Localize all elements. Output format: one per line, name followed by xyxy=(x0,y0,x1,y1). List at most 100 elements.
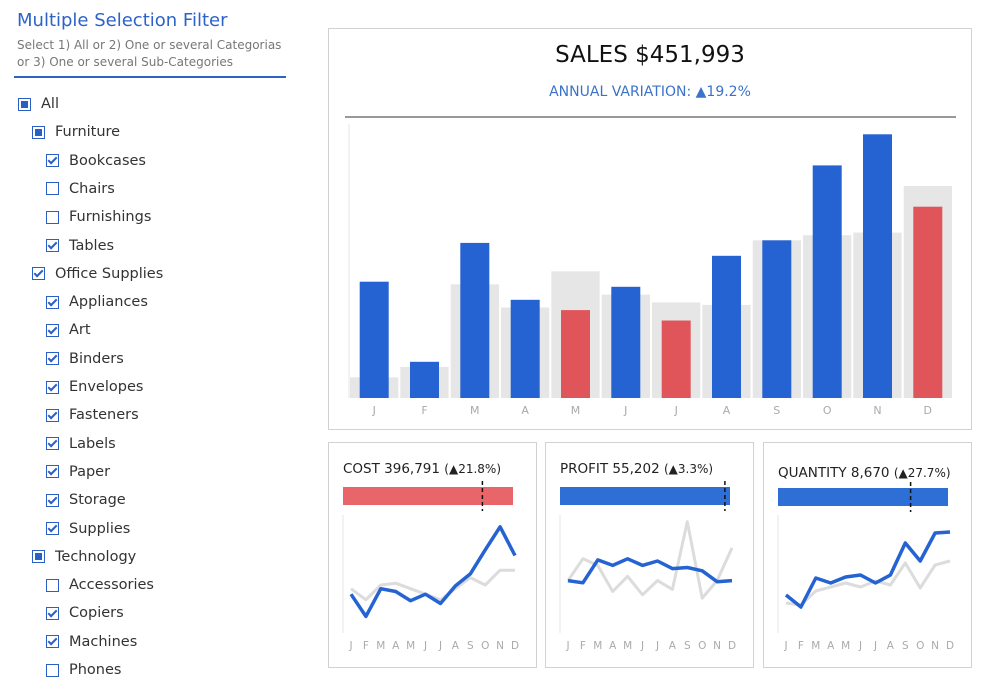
current-year-bar xyxy=(561,310,590,398)
filter-item-furniture[interactable]: Furniture xyxy=(32,121,120,143)
filter-item-machines[interactable]: Machines xyxy=(46,631,137,653)
current-year-bar xyxy=(611,286,641,398)
filter-title: Multiple Selection Filter xyxy=(17,10,228,31)
month-tick-label: F xyxy=(363,640,369,652)
filter-item-accessories[interactable]: Accessories xyxy=(46,574,154,596)
month-tick-label: J xyxy=(348,640,352,652)
month-tick-label: J xyxy=(372,404,376,417)
filter-item-labels[interactable]: Labels xyxy=(46,433,116,455)
checkbox-checked-icon[interactable] xyxy=(46,408,59,422)
filter-item-office-supplies[interactable]: Office Supplies xyxy=(32,263,163,285)
month-tick-label: A xyxy=(392,640,400,652)
profit-title: PROFIT 55,202 xyxy=(560,461,660,477)
quantity-label: QUANTITY 8,670 (▲27.7%) xyxy=(778,465,951,481)
filter-description: Select 1) All or 2) One or several Categ… xyxy=(17,37,297,71)
filter-item-storage[interactable]: Storage xyxy=(46,489,126,511)
checkbox-empty-icon[interactable] xyxy=(46,210,59,224)
current-year-bar xyxy=(812,165,842,398)
filter-item-tables[interactable]: Tables xyxy=(46,235,114,257)
month-tick-label: N xyxy=(496,640,504,652)
filter-item-paper[interactable]: Paper xyxy=(46,461,110,483)
checkbox-empty-icon[interactable] xyxy=(46,578,59,592)
month-tick-label: S xyxy=(773,404,780,417)
partial-checkbox-icon[interactable] xyxy=(32,125,45,139)
current-year-bar xyxy=(661,320,691,398)
filter-item-label: Accessories xyxy=(69,577,154,594)
checkbox-checked-icon[interactable] xyxy=(46,323,59,337)
annual-variation-value: ▲19.2% xyxy=(695,84,751,100)
checkbox-checked-icon[interactable] xyxy=(46,465,59,479)
month-tick-label: F xyxy=(580,640,586,652)
month-tick-label: D xyxy=(728,640,736,652)
filter-item-bookcases[interactable]: Bookcases xyxy=(46,150,146,172)
sales-chart-panel: SALES $451,993 ANNUAL VARIATION: ▲19.2% … xyxy=(328,28,972,430)
filter-item-furnishings[interactable]: Furnishings xyxy=(46,206,151,228)
month-tick-label: M xyxy=(470,404,480,417)
current-year-bar xyxy=(410,361,439,398)
filter-item-phones[interactable]: Phones xyxy=(46,659,121,681)
filter-item-label: Technology xyxy=(55,548,137,565)
filter-item-technology[interactable]: Technology xyxy=(32,546,136,568)
filter-item-copiers[interactable]: Copiers xyxy=(46,602,124,624)
month-tick-label: N xyxy=(931,640,939,652)
filter-item-all[interactable]: All xyxy=(18,93,59,115)
profit-label: PROFIT 55,202 (▲3.3%) xyxy=(560,461,713,477)
checkbox-checked-icon[interactable] xyxy=(46,493,59,507)
month-tick-label: A xyxy=(609,640,617,652)
checkbox-checked-icon[interactable] xyxy=(46,606,59,620)
quantity-previous-year-line xyxy=(785,559,951,607)
month-tick-label: J xyxy=(640,640,644,652)
filter-item-label: Furniture xyxy=(55,124,121,141)
filter-item-art[interactable]: Art xyxy=(46,319,91,341)
checkbox-checked-icon[interactable] xyxy=(46,437,59,451)
profit-total-bar xyxy=(560,487,730,505)
filter-item-supplies[interactable]: Supplies xyxy=(46,518,130,540)
month-tick-label: A xyxy=(827,640,835,652)
month-tick-label: J xyxy=(783,640,787,652)
annual-variation-label: ANNUAL VARIATION: xyxy=(549,84,692,100)
month-tick-label: J xyxy=(858,640,862,652)
quantity-current-year-line xyxy=(784,530,951,609)
filter-item-appliances[interactable]: Appliances xyxy=(46,291,148,313)
filter-item-fasteners[interactable]: Fasteners xyxy=(46,404,139,426)
cost-variation: (▲21.8%) xyxy=(444,462,502,476)
checkbox-checked-icon[interactable] xyxy=(32,267,45,281)
current-year-bar xyxy=(913,206,943,398)
filter-item-envelopes[interactable]: Envelopes xyxy=(46,376,143,398)
month-tick-label: O xyxy=(823,404,832,417)
checkbox-checked-icon[interactable] xyxy=(46,154,59,168)
month-tick-label: D xyxy=(511,640,519,652)
checkbox-empty-icon[interactable] xyxy=(46,182,59,196)
annual-variation: ANNUAL VARIATION: ▲19.2% xyxy=(329,84,971,100)
checkbox-empty-icon[interactable] xyxy=(46,663,59,677)
profit-current-year-line xyxy=(567,557,733,585)
checkbox-checked-icon[interactable] xyxy=(46,522,59,535)
checkbox-checked-icon[interactable] xyxy=(46,380,59,394)
current-year-bar xyxy=(359,281,389,398)
month-tick-label: A xyxy=(723,404,731,417)
filter-item-chairs[interactable]: Chairs xyxy=(46,178,115,200)
filter-item-binders[interactable]: Binders xyxy=(46,348,124,370)
checkbox-checked-icon[interactable] xyxy=(46,295,59,309)
checkbox-checked-icon[interactable] xyxy=(46,635,59,649)
filter-item-label: Labels xyxy=(69,435,116,452)
quantity-variation: (▲27.7%) xyxy=(893,466,951,480)
month-tick-label: J xyxy=(655,640,659,652)
checkbox-checked-icon[interactable] xyxy=(46,352,59,366)
partial-checkbox-icon[interactable] xyxy=(32,550,45,564)
month-tick-label: J xyxy=(565,640,569,652)
filter-item-label: Fasteners xyxy=(69,407,139,424)
filter-item-label: Envelopes xyxy=(69,379,144,395)
partial-checkbox-icon[interactable] xyxy=(18,97,31,111)
filter-item-label: Machines xyxy=(69,633,138,650)
month-tick-label: J xyxy=(623,404,627,417)
filter-panel: Multiple Selection Filter Select 1) All … xyxy=(0,0,300,700)
checkbox-checked-icon[interactable] xyxy=(46,239,59,252)
current-year-bar xyxy=(712,255,741,398)
filter-description-line-1: Select 1) All or 2) One or several Categ… xyxy=(17,38,282,52)
